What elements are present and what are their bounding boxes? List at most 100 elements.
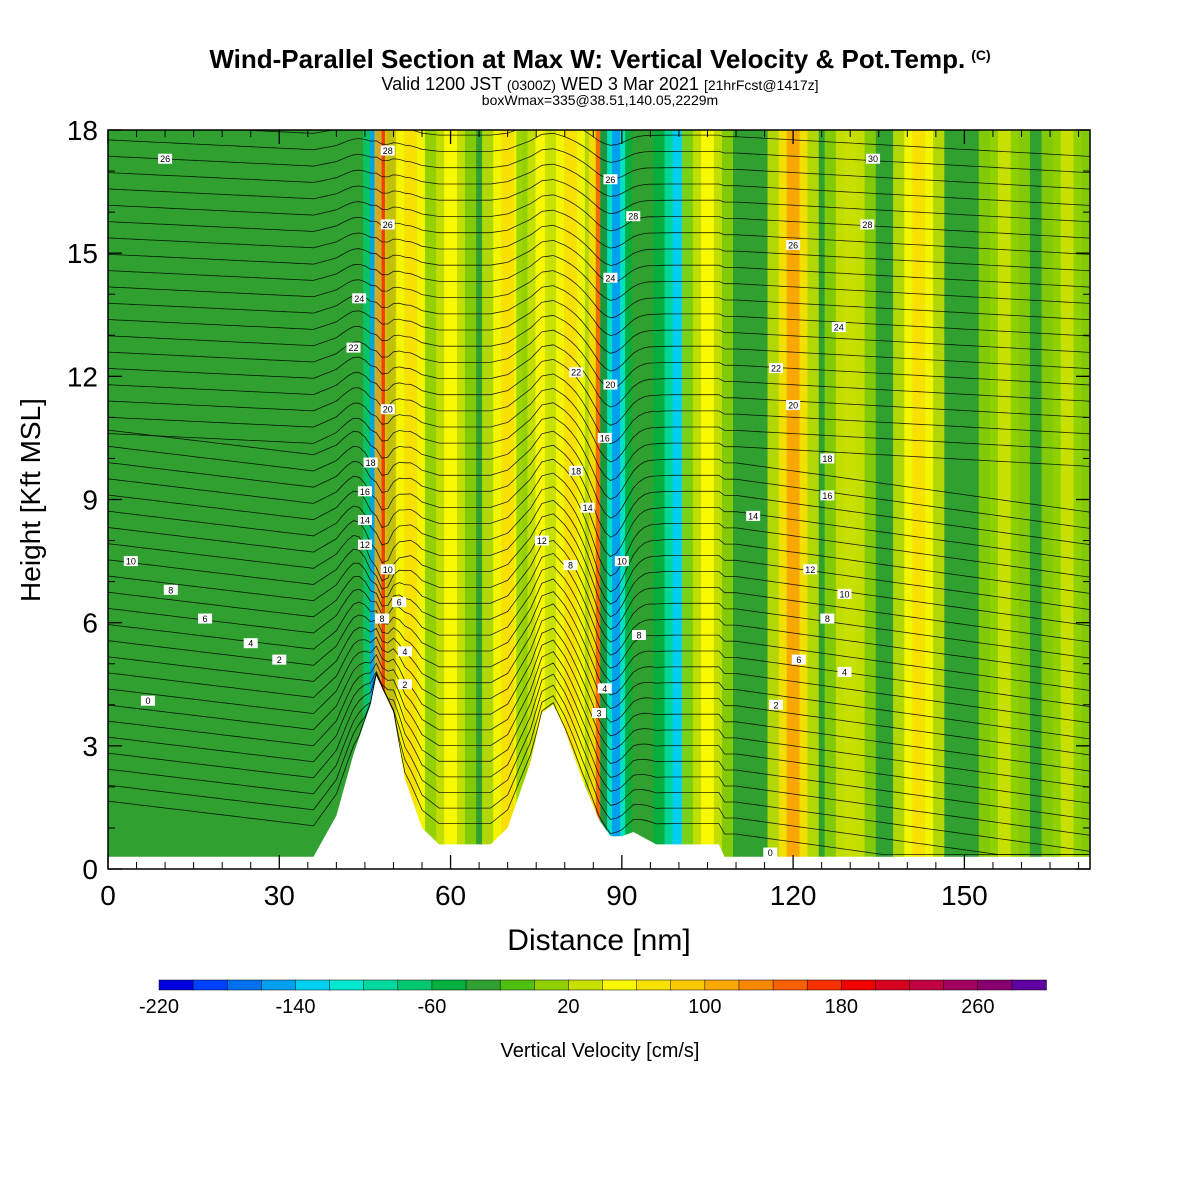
contour-label-text: 0 [768, 848, 773, 858]
contour-label: 26 [158, 153, 173, 164]
x-tick-label: 150 [941, 880, 988, 911]
colorbar-swatch [875, 979, 911, 991]
x-axis-label: Distance [nm] [507, 924, 690, 957]
theta-contour-line [108, 672, 1090, 855]
contour-label-text: 8 [636, 630, 641, 640]
contour-label: 2 [397, 679, 412, 690]
theta-contour-line [108, 373, 1090, 444]
theta-contour-line [108, 148, 1090, 190]
contour-label: 12 [357, 539, 372, 550]
colorbar-tick-label: 180 [825, 996, 858, 1018]
x-tick-label: 60 [435, 880, 466, 911]
theta-contour-line [108, 672, 1090, 852]
colorbar-swatch [192, 979, 228, 991]
theta-contour-line [108, 255, 1090, 304]
contour-label: 4 [243, 638, 258, 649]
colorbar-tick-label: -60 [417, 996, 446, 1018]
contour-label: 28 [380, 145, 395, 156]
contour-label: 26 [603, 174, 618, 185]
theta-contour-line [108, 526, 1090, 643]
theta-contour-line [108, 314, 1090, 372]
theta-contour-line [108, 358, 1090, 426]
chart-title: Wind-Parallel Section at Max W: Vertical… [0, 44, 1200, 75]
contour-label-text: 10 [126, 557, 136, 567]
contour-label: 14 [746, 510, 761, 521]
colorbar-swatch [943, 979, 979, 991]
contour-label-text: 26 [605, 175, 615, 185]
theta-contour-line [108, 672, 1090, 836]
box-wmax-line: boxWmax=335@38.51,140.05,2229m [481, 92, 719, 108]
contour-label: 0 [763, 847, 778, 858]
terrain-mask [108, 676, 1090, 869]
theta-contour-line [108, 552, 1090, 675]
contour-label: 0 [140, 695, 155, 706]
theta-contour-line [108, 539, 1090, 659]
contour-label-text: 4 [602, 684, 607, 694]
valid-prefix: Valid 1200 JST [381, 74, 502, 94]
theta-contour-line [108, 662, 1090, 820]
contour-label: 2 [272, 654, 287, 665]
y-tick-label: 3 [82, 731, 98, 762]
colorbar-tick-label: 20 [557, 996, 579, 1018]
contour-label-text: 30 [868, 154, 878, 164]
contour-label: 8 [563, 560, 578, 571]
contour-label-text: 28 [628, 212, 638, 222]
velocity-band [424, 130, 477, 869]
contour-label: 2 [768, 699, 783, 710]
contour-label: 6 [791, 654, 806, 665]
x-tick-label: 120 [770, 880, 817, 911]
theta-contour-line [108, 458, 1090, 562]
x-tick-label: 30 [264, 880, 295, 911]
colorbar-swatch [909, 979, 945, 991]
colorbar-swatch [670, 979, 706, 991]
x-tick-label: 90 [606, 880, 637, 911]
velocity-band [893, 130, 945, 869]
contour-label-text: 14 [360, 516, 370, 526]
y-tick-label: 15 [67, 238, 98, 269]
colorbar-swatch [363, 979, 399, 991]
contour-label-text: 10 [839, 589, 849, 599]
contour-label: 20 [786, 400, 801, 411]
contour-label: 4 [397, 646, 412, 657]
x-axis: 0 30 60 90 120 150 [100, 130, 1080, 911]
contour-label-text: 28 [383, 146, 393, 156]
contour-label: 4 [837, 666, 852, 677]
contour-label-text: 6 [203, 614, 208, 624]
contour-label-text: 10 [617, 557, 627, 567]
y-tick-label: 0 [82, 854, 98, 885]
theta-contour-line [108, 270, 1090, 321]
valid-utc: (0300Z) [506, 77, 556, 93]
theta-contour-line [108, 472, 1090, 578]
contour-label-text: 12 [537, 536, 547, 546]
contour-label: 10 [614, 556, 629, 567]
theta-contour-line [108, 627, 1090, 772]
velocity-bands [363, 130, 1090, 869]
theta-contour-line [108, 486, 1090, 594]
contour-label: 6 [392, 597, 407, 608]
colorbar-tick-label: 100 [688, 996, 721, 1018]
contour-label: 4 [597, 683, 612, 694]
contour-label: 10 [837, 588, 852, 599]
colorbar-swatch [568, 979, 604, 991]
contour-label: 10 [123, 556, 138, 567]
theta-contour-line [108, 329, 1090, 390]
theta-contour-line [108, 430, 1090, 529]
theta-contour-line [108, 402, 1090, 482]
theta-contour-line [108, 615, 1090, 756]
contour-label: 10 [380, 564, 395, 575]
colorbar-swatch [499, 979, 536, 991]
theta-contour-line [108, 179, 1090, 223]
colorbar-swatch [329, 979, 365, 991]
colorbar-tick-label: -220 [139, 996, 179, 1018]
contour-label-text: 26 [160, 154, 170, 164]
theta-contour-line [108, 300, 1090, 354]
y-tick-label: 9 [82, 485, 98, 516]
forecast-info: [21hrFcst@1417z] [703, 77, 819, 93]
contour-label-text: 28 [862, 220, 872, 230]
y-tick-label: 18 [67, 115, 98, 146]
theta-contour-line [108, 132, 1090, 174]
contour-label: 22 [768, 363, 783, 374]
theta-contour-line [108, 163, 1090, 206]
theta-contour-line [108, 224, 1090, 272]
